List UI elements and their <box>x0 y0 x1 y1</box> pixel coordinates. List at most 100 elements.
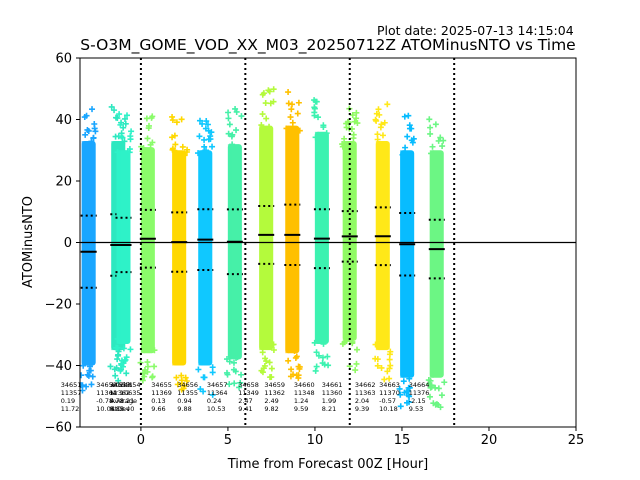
orbit-34657-outlier <box>229 141 236 148</box>
orbit-34652-stat-1: 11364 <box>96 389 117 397</box>
orbit-34653-series <box>113 111 135 374</box>
annotation-header-0: #Orbit <box>110 381 132 389</box>
orbit-34660-outlier <box>312 367 319 374</box>
orbit-34661-stat-0: 34661 <box>322 381 343 389</box>
orbit-34651-outlier <box>91 121 98 128</box>
orbit-34656-outlier <box>205 127 212 134</box>
orbit-34660-outlier <box>323 130 330 137</box>
orbit-34662-stat-1: 11363 <box>355 389 376 397</box>
orbit-34657-outlier <box>236 384 243 391</box>
orbit-34657-outlier <box>225 109 232 116</box>
orbit-34653-stat-2: 0.78 <box>110 397 124 405</box>
orbit-34662-outlier <box>387 348 394 355</box>
orbit-34655-outlier <box>178 386 185 393</box>
orbit-34651-outlier <box>83 383 90 390</box>
orbit-34658-outlier <box>260 90 267 97</box>
orbit-34654-outlier <box>144 368 151 375</box>
orbit-34662-outlier <box>381 119 388 126</box>
orbit-34659-outlier <box>287 373 294 380</box>
plot-area <box>80 86 448 411</box>
orbit-34656-outlier <box>196 133 203 140</box>
orbit-34663-series <box>396 112 417 410</box>
orbit-34664-outlier <box>433 401 440 408</box>
orbit-34661-series <box>339 105 361 374</box>
orbit-34652-outlier <box>121 115 128 122</box>
orbit-34660-series <box>311 97 332 374</box>
orbit-34657-outlier <box>226 121 233 128</box>
orbit-34651-outlier <box>89 106 96 113</box>
orbit-34653-outlier <box>127 136 134 143</box>
orbit-34659-outlier <box>296 127 303 134</box>
orbit-34652-outlier <box>107 363 114 370</box>
x-tick-label-5: 5 <box>224 433 232 448</box>
orbit-34657-stat-1: 11364 <box>207 389 228 397</box>
orbit-34660-outlier <box>313 98 320 105</box>
orbit-34659-outlier <box>285 100 292 107</box>
orbit-34664-outlier <box>427 124 434 131</box>
orbit-34654-outlier <box>139 377 146 384</box>
orbit-34651-series <box>80 106 99 394</box>
orbit-34653-outlier <box>127 346 134 353</box>
orbit-34663-outlier <box>401 389 408 396</box>
orbit-34659-outlier <box>295 372 302 379</box>
orbit-34657-outlier <box>225 115 232 122</box>
orbit-34664-outlier <box>428 382 435 389</box>
orbit-annotations: 34651113570.1911.723465211364-0.7810.043… <box>61 381 430 413</box>
orbit-34664-outlier <box>426 393 433 400</box>
orbit-34652-outlier <box>111 366 118 373</box>
orbit-34656-outlier <box>209 143 216 150</box>
orbit-34663-stat-2: -0.57 <box>379 397 396 405</box>
orbit-34651-stat-0: 34651 <box>61 381 82 389</box>
orbit-34663-stat-1: 11370 <box>379 389 400 397</box>
orbit-34656-outlier <box>202 147 209 154</box>
orbit-34658-outlier <box>270 98 277 105</box>
y-tick-label--20: −20 <box>45 298 72 313</box>
orbit-34655-band-edge <box>172 150 177 366</box>
orbit-34659-outlier <box>289 119 296 126</box>
orbit-34662-series <box>372 101 394 383</box>
orbit-34661-outlier <box>350 131 357 138</box>
orbit-34654-outlier <box>145 125 152 132</box>
orbit-34657-outlier <box>233 355 240 362</box>
orbit-34660-stat-2: 1.24 <box>294 397 308 405</box>
orbit-34658-stat-3: 9.41 <box>238 405 252 413</box>
orbit-34659-outlier <box>283 125 290 132</box>
orbit-34652-outlier <box>112 372 119 379</box>
orbit-34653-stat-3: 8.83 <box>110 405 124 413</box>
orbit-34653-outlier <box>119 363 126 370</box>
orbit-34658-outlier <box>262 100 269 107</box>
axes: 0 5 10 15 20 25 −60 −40 −20 0 20 40 60 <box>45 52 585 449</box>
orbit-34656-outlier <box>199 120 206 127</box>
orbit-34664-outlier <box>429 143 436 150</box>
annotation-header-1: Nr <box>110 389 118 397</box>
orbit-34655-outlier <box>178 116 185 123</box>
orbit-34653-band-edge <box>116 150 121 344</box>
orbit-34658-outlier <box>270 347 277 354</box>
orbit-34664-outlier <box>432 121 439 128</box>
orbit-34655-stat-1: 11369 <box>151 389 172 397</box>
orbit-34661-outlier <box>353 115 360 122</box>
orbit-34655-outlier <box>171 147 178 154</box>
x-tick-label-15: 15 <box>394 433 411 448</box>
annotation-header-3: StDev <box>110 405 130 413</box>
orbit-34663-outlier <box>399 151 406 158</box>
orbit-34662-stat-2: 2.04 <box>355 397 369 405</box>
orbit-34661-stat-1: 11360 <box>322 389 343 397</box>
y-tick-label-60: 60 <box>55 52 72 67</box>
x-tick-label-10: 10 <box>307 433 324 448</box>
orbit-34660-outlier <box>311 109 318 116</box>
orbit-34654-outlier <box>151 347 158 354</box>
orbit-34660-outlier <box>321 361 328 368</box>
orbit-34663-outlier <box>402 144 409 151</box>
orbit-34651-outlier <box>82 131 89 138</box>
orbit-34651-stat-2: 0.19 <box>61 397 75 405</box>
orbit-34657-outlier <box>226 381 233 388</box>
orbit-34654-outlier <box>144 363 151 370</box>
orbit-34656-outlier <box>202 359 209 366</box>
orbit-34656-stat-1: 11355 <box>177 389 198 397</box>
orbit-34655-outlier <box>172 356 179 363</box>
orbit-34662-outlier <box>376 111 383 118</box>
orbit-34654-outlier <box>149 373 156 380</box>
orbit-34652-stat-3: 10.04 <box>96 405 115 413</box>
orbit-34663-outlier <box>397 391 404 398</box>
